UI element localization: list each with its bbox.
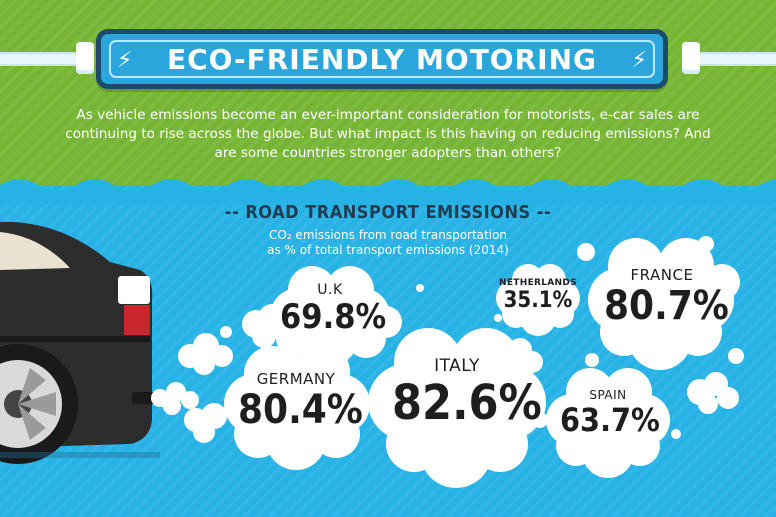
stat-uk: U.K 69.8% bbox=[280, 282, 387, 337]
country-name: U.K bbox=[317, 282, 343, 298]
lightning-bolt-icon: ⚡ bbox=[117, 48, 133, 73]
cloud-france bbox=[588, 238, 740, 370]
subtitle-line-2: as % of total transport emissions (2014) bbox=[267, 243, 509, 257]
plug-right bbox=[682, 42, 700, 74]
country-name: SPAIN bbox=[589, 388, 627, 402]
plug-left bbox=[76, 42, 94, 74]
intro-text: As vehicle emissions become an ever-impo… bbox=[65, 107, 711, 161]
wave-divider bbox=[0, 179, 776, 205]
section-subtitle: CO₂ emissions from road transportation a… bbox=[200, 228, 576, 258]
cloud-uk bbox=[270, 266, 402, 366]
cloud-italy bbox=[368, 328, 546, 488]
country-value: 82.6% bbox=[392, 375, 542, 431]
section-title: -- ROAD TRANSPORT EMISSIONS -- bbox=[224, 202, 552, 223]
cable-right bbox=[686, 52, 776, 66]
country-value: 69.8% bbox=[280, 297, 387, 337]
country-value: 35.1% bbox=[503, 288, 573, 313]
stat-france: FRANCE 80.7% bbox=[604, 266, 729, 329]
country-value: 80.4% bbox=[238, 387, 363, 433]
cloud-netherlands bbox=[496, 264, 580, 336]
country-name: GERMANY bbox=[256, 370, 336, 388]
lightning-bolt-icon: ⚡ bbox=[631, 48, 647, 73]
country-value: 63.7% bbox=[560, 401, 660, 439]
cable-left bbox=[0, 52, 90, 66]
page-title: ECO-FRIENDLY MOTORING bbox=[167, 43, 597, 76]
stat-germany: GERMANY 80.4% bbox=[238, 370, 363, 433]
title-banner: ⚡ ECO-FRIENDLY MOTORING ⚡ bbox=[96, 29, 668, 89]
car-icon bbox=[0, 221, 160, 464]
subtitle-line-1: CO₂ emissions from road transportation bbox=[268, 228, 508, 242]
banner-inner-border bbox=[109, 40, 655, 78]
country-name: ITALY bbox=[434, 356, 480, 376]
stat-italy: ITALY 82.6% bbox=[392, 356, 542, 431]
country-name: FRANCE bbox=[630, 266, 694, 284]
cloud-germany bbox=[224, 344, 370, 470]
country-name: NETHERLANDS bbox=[499, 278, 577, 288]
country-value: 80.7% bbox=[604, 283, 729, 329]
cloud-spain bbox=[546, 368, 670, 478]
stat-spain: SPAIN 63.7% bbox=[560, 388, 660, 439]
stat-netherlands: NETHERLANDS 35.1% bbox=[492, 278, 584, 314]
